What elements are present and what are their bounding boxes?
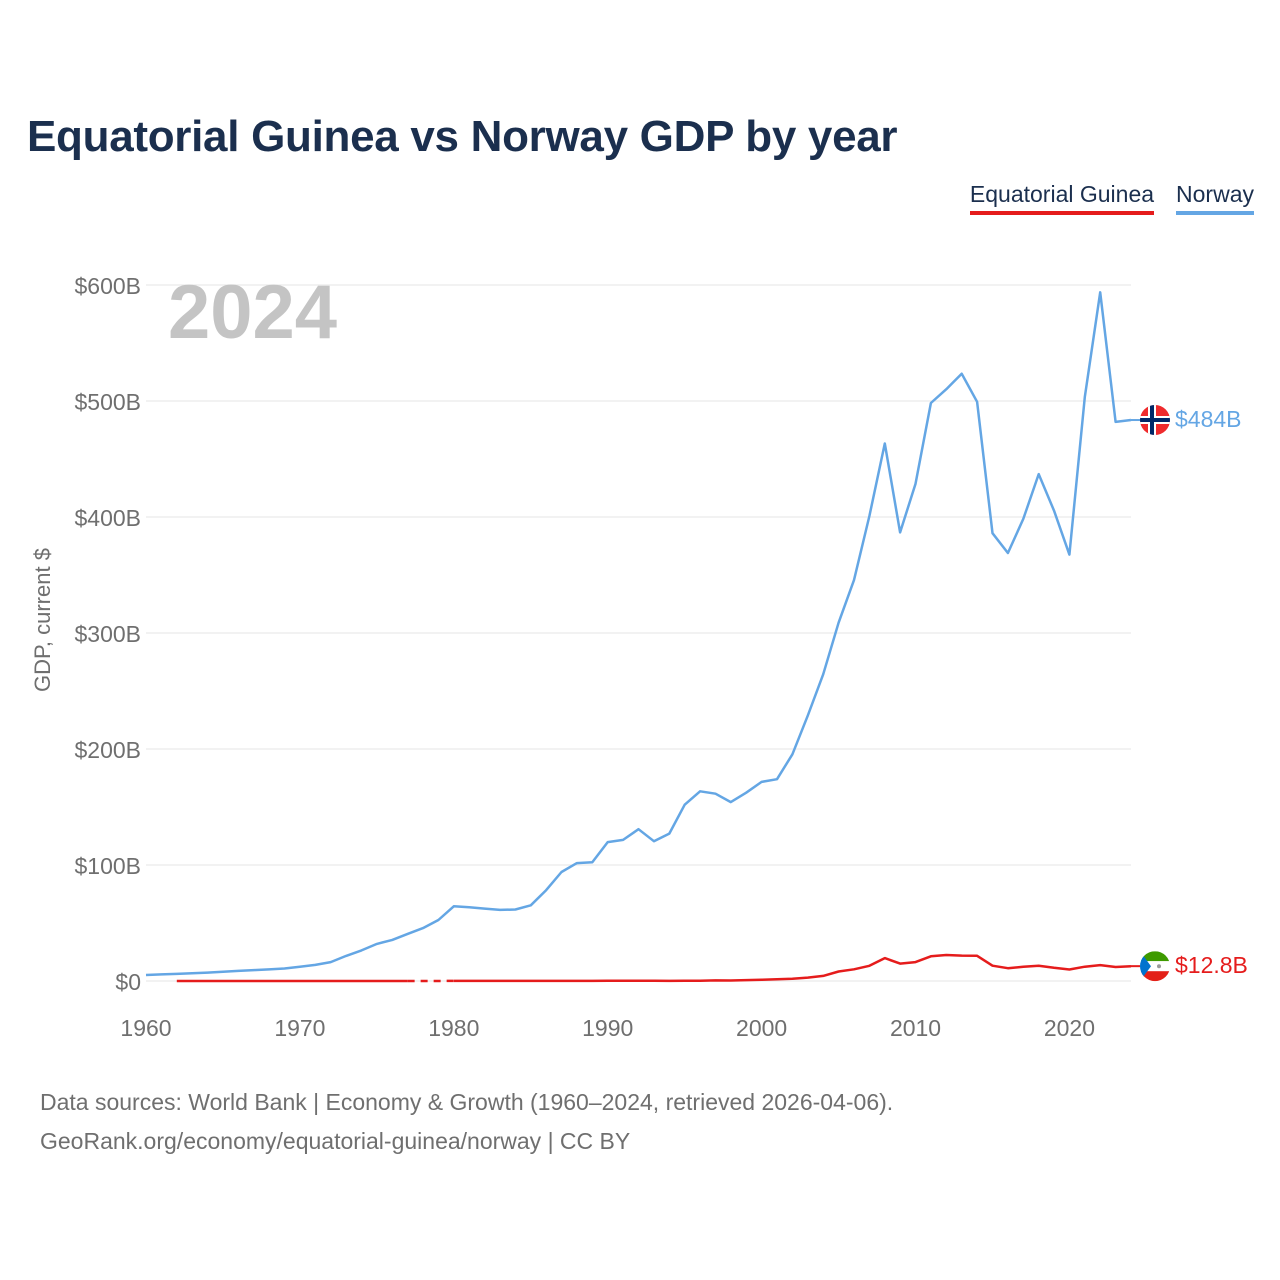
chart-title: Equatorial Guinea vs Norway GDP by year [27, 112, 898, 161]
x-tick-label: 1960 [120, 1015, 171, 1041]
y-tick-label: $0 [115, 969, 141, 995]
source-line-2: GeoRank.org/economy/equatorial-guinea/no… [40, 1128, 631, 1154]
x-tick-label: 1980 [428, 1015, 479, 1041]
y-axis-ticks: $0 $100B $200B $300B $400B $500B $600B [74, 273, 141, 995]
norway-flag-icon [1140, 405, 1170, 435]
source-line-1: Data sources: World Bank | Economy & Gro… [40, 1089, 894, 1115]
series-line-equatorial-guinea [453, 953, 1132, 983]
source-note: Data sources: World Bank | Economy & Gro… [40, 1083, 893, 1161]
grid-lines [146, 284, 1131, 982]
x-tick-label: 2020 [1044, 1015, 1095, 1041]
equatorial-guinea-flag-icon [1140, 951, 1170, 982]
equatorial-guinea-end-value-label: $12.8B [1175, 952, 1248, 978]
gdp-line-chart: 2024 $0 $100B $200B $300B $400B $500B $600B 19… [30, 270, 1248, 1041]
y-tick-label: $400B [74, 505, 141, 531]
y-tick-label: $200B [74, 737, 141, 763]
x-tick-label: 2000 [736, 1015, 787, 1041]
series-lines [145, 291, 1140, 983]
x-tick-label: 1970 [274, 1015, 325, 1041]
x-tick-label: 2010 [890, 1015, 941, 1041]
legend-item-equatorial-guinea[interactable]: Equatorial Guinea [969, 181, 1155, 215]
x-tick-label: 1990 [582, 1015, 633, 1041]
legend-item-norway[interactable]: Norway [1176, 181, 1254, 215]
y-tick-label: $600B [74, 273, 141, 299]
y-tick-label: $500B [74, 389, 141, 415]
y-axis-label: GDP, current $ [30, 548, 55, 692]
year-watermark: 2024 [168, 270, 337, 355]
legend: Equatorial Guinea Norway [969, 181, 1254, 215]
norway-end-value-label: $484B [1175, 406, 1242, 432]
x-axis-ticks: 1960 1970 1980 1990 2000 2010 2020 [120, 1015, 1095, 1041]
y-tick-label: $300B [74, 621, 141, 647]
series-line-norway [145, 291, 1132, 977]
y-tick-label: $100B [74, 853, 141, 879]
